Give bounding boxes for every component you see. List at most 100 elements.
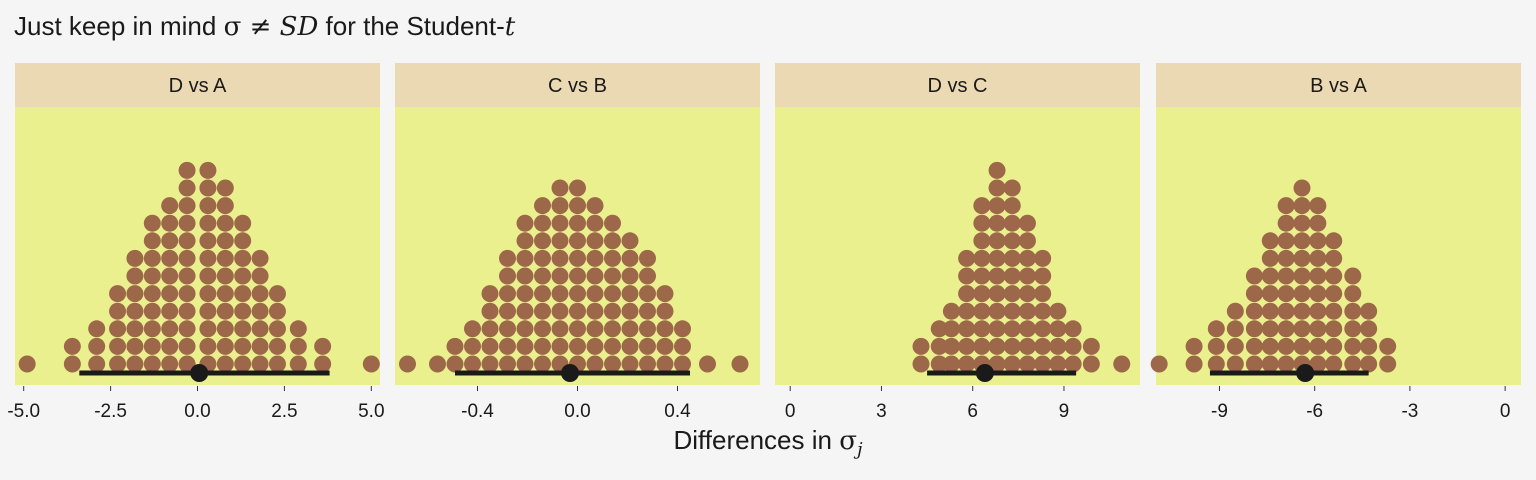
data-dot xyxy=(912,337,930,355)
data-dot xyxy=(958,267,976,285)
data-dot xyxy=(234,232,252,250)
data-dot xyxy=(1277,285,1295,303)
data-dot xyxy=(1245,355,1263,373)
x-tick-label: 0 xyxy=(1500,401,1511,422)
data-dot xyxy=(973,285,991,303)
data-dot xyxy=(1261,320,1279,338)
title-sigma: σ xyxy=(223,12,242,42)
data-dot xyxy=(314,355,332,373)
data-dot xyxy=(499,320,516,338)
data-dot xyxy=(251,302,269,320)
x-tick-label: 9 xyxy=(1059,401,1070,422)
data-dot xyxy=(1018,337,1036,355)
data-dot xyxy=(216,285,234,303)
data-dot xyxy=(109,355,127,373)
data-dot xyxy=(586,214,604,232)
data-dot xyxy=(569,320,586,338)
data-dot xyxy=(251,267,269,285)
data-dot xyxy=(988,249,1006,267)
data-dot xyxy=(234,267,252,285)
data-dot xyxy=(199,232,217,250)
data-dot xyxy=(143,355,161,373)
data-dot xyxy=(161,214,179,232)
data-dot xyxy=(234,249,252,267)
data-dot xyxy=(988,214,1006,232)
data-dot xyxy=(656,337,674,355)
data-dot xyxy=(199,337,217,355)
data-dot xyxy=(1309,320,1327,338)
data-dot xyxy=(1003,197,1021,215)
data-dot xyxy=(569,302,586,320)
data-dot xyxy=(1034,267,1052,285)
data-dot xyxy=(1277,232,1295,250)
x-tick-label: 2.5 xyxy=(271,401,297,422)
data-dot xyxy=(1003,302,1021,320)
data-dot xyxy=(930,320,948,338)
data-dot xyxy=(942,337,960,355)
data-dot xyxy=(1018,267,1036,285)
data-dot xyxy=(516,214,534,232)
data-dot xyxy=(516,232,534,250)
data-dot xyxy=(621,285,639,303)
data-dot xyxy=(551,320,569,338)
data-dot xyxy=(621,302,639,320)
data-dot xyxy=(216,214,234,232)
data-dot xyxy=(199,267,217,285)
data-dot xyxy=(199,179,217,197)
data-dot xyxy=(1344,285,1362,303)
data-dot xyxy=(1261,285,1279,303)
data-dot xyxy=(958,355,976,373)
data-dot xyxy=(234,320,252,338)
data-dot xyxy=(534,267,551,285)
data-dot xyxy=(1003,355,1021,373)
data-dot xyxy=(109,302,127,320)
data-dot xyxy=(551,179,569,197)
data-dot xyxy=(178,337,196,355)
data-dot xyxy=(930,355,948,373)
data-dot xyxy=(1261,337,1279,355)
point-estimate xyxy=(1296,364,1315,382)
data-dot xyxy=(569,267,586,285)
data-dot xyxy=(958,320,976,338)
data-dot xyxy=(1049,355,1067,373)
data-dot xyxy=(1293,214,1311,232)
data-dot xyxy=(988,320,1006,338)
data-dot xyxy=(516,302,534,320)
data-dot xyxy=(1325,267,1343,285)
data-dot xyxy=(143,337,161,355)
data-dot xyxy=(942,355,960,373)
data-dot xyxy=(362,355,380,373)
data-dot xyxy=(1293,285,1311,303)
data-dot xyxy=(178,161,196,179)
data-dot xyxy=(499,267,516,285)
data-dot xyxy=(199,161,217,179)
data-dot xyxy=(586,355,604,373)
data-dot xyxy=(1034,302,1052,320)
data-dot xyxy=(178,249,196,267)
data-dot xyxy=(1226,302,1244,320)
data-dot xyxy=(1309,302,1327,320)
data-dot xyxy=(88,320,106,338)
data-dot xyxy=(551,197,569,215)
data-dot xyxy=(1293,249,1311,267)
data-dot xyxy=(1207,320,1225,338)
data-dot xyxy=(1003,249,1021,267)
data-dot xyxy=(1034,249,1052,267)
data-dot xyxy=(126,267,144,285)
data-dot xyxy=(1360,355,1378,373)
data-dot xyxy=(988,197,1006,215)
data-dot xyxy=(1293,267,1311,285)
data-dot xyxy=(429,355,446,373)
data-dot xyxy=(569,197,586,215)
data-dot xyxy=(481,302,499,320)
x-tick-label: -5.0 xyxy=(7,401,40,422)
x-tick-label: -3 xyxy=(1401,401,1418,422)
data-dot xyxy=(604,285,621,303)
data-dot xyxy=(126,285,144,303)
data-dot xyxy=(1293,302,1311,320)
data-dot xyxy=(958,249,976,267)
data-dot xyxy=(604,232,621,250)
facet-panel: B vs A -9 -6 -3 0 xyxy=(1150,63,1521,422)
data-dot xyxy=(1325,337,1343,355)
